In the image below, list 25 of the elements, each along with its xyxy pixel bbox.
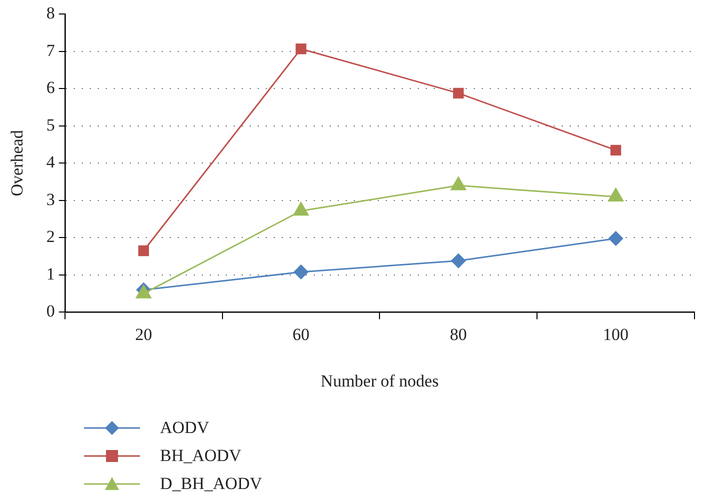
y-tick-label: 4 bbox=[46, 152, 56, 172]
legend-label: AODV bbox=[160, 418, 210, 438]
y-tick-label: 8 bbox=[46, 4, 55, 23]
y-tick-label: 1 bbox=[46, 264, 55, 284]
point bbox=[610, 144, 622, 156]
x-tick-label: 80 bbox=[450, 324, 467, 344]
point bbox=[138, 245, 149, 256]
y-tick-label: 6 bbox=[46, 78, 55, 98]
point bbox=[294, 264, 308, 280]
legend-label: D_BH_AODV bbox=[160, 474, 262, 494]
x-tick-label: 100 bbox=[603, 324, 629, 344]
y-tick-label: 0 bbox=[46, 302, 55, 321]
x-tick-label: 20 bbox=[135, 324, 152, 344]
y-tick-label: 3 bbox=[46, 190, 55, 209]
x-tick-label: 60 bbox=[292, 324, 310, 344]
point bbox=[453, 88, 464, 99]
y-tick-label: 7 bbox=[46, 40, 56, 60]
y-axis-title: Overhead bbox=[8, 130, 27, 196]
point bbox=[296, 43, 306, 54]
point bbox=[608, 231, 624, 246]
y-tick-label: 2 bbox=[46, 227, 55, 246]
x-axis-title: Number of nodes bbox=[320, 371, 439, 390]
legend-label: BH_AODV bbox=[160, 446, 242, 466]
point bbox=[451, 254, 466, 268]
y-tick-label: 5 bbox=[46, 115, 55, 134]
